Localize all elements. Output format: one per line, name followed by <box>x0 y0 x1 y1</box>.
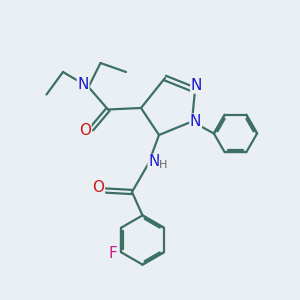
Text: O: O <box>92 180 104 195</box>
Text: N: N <box>148 154 160 169</box>
Text: F: F <box>108 246 117 261</box>
Text: N: N <box>77 77 89 92</box>
Text: O: O <box>79 123 91 138</box>
Text: H: H <box>159 160 168 170</box>
Text: N: N <box>190 114 201 129</box>
Text: N: N <box>191 78 202 93</box>
